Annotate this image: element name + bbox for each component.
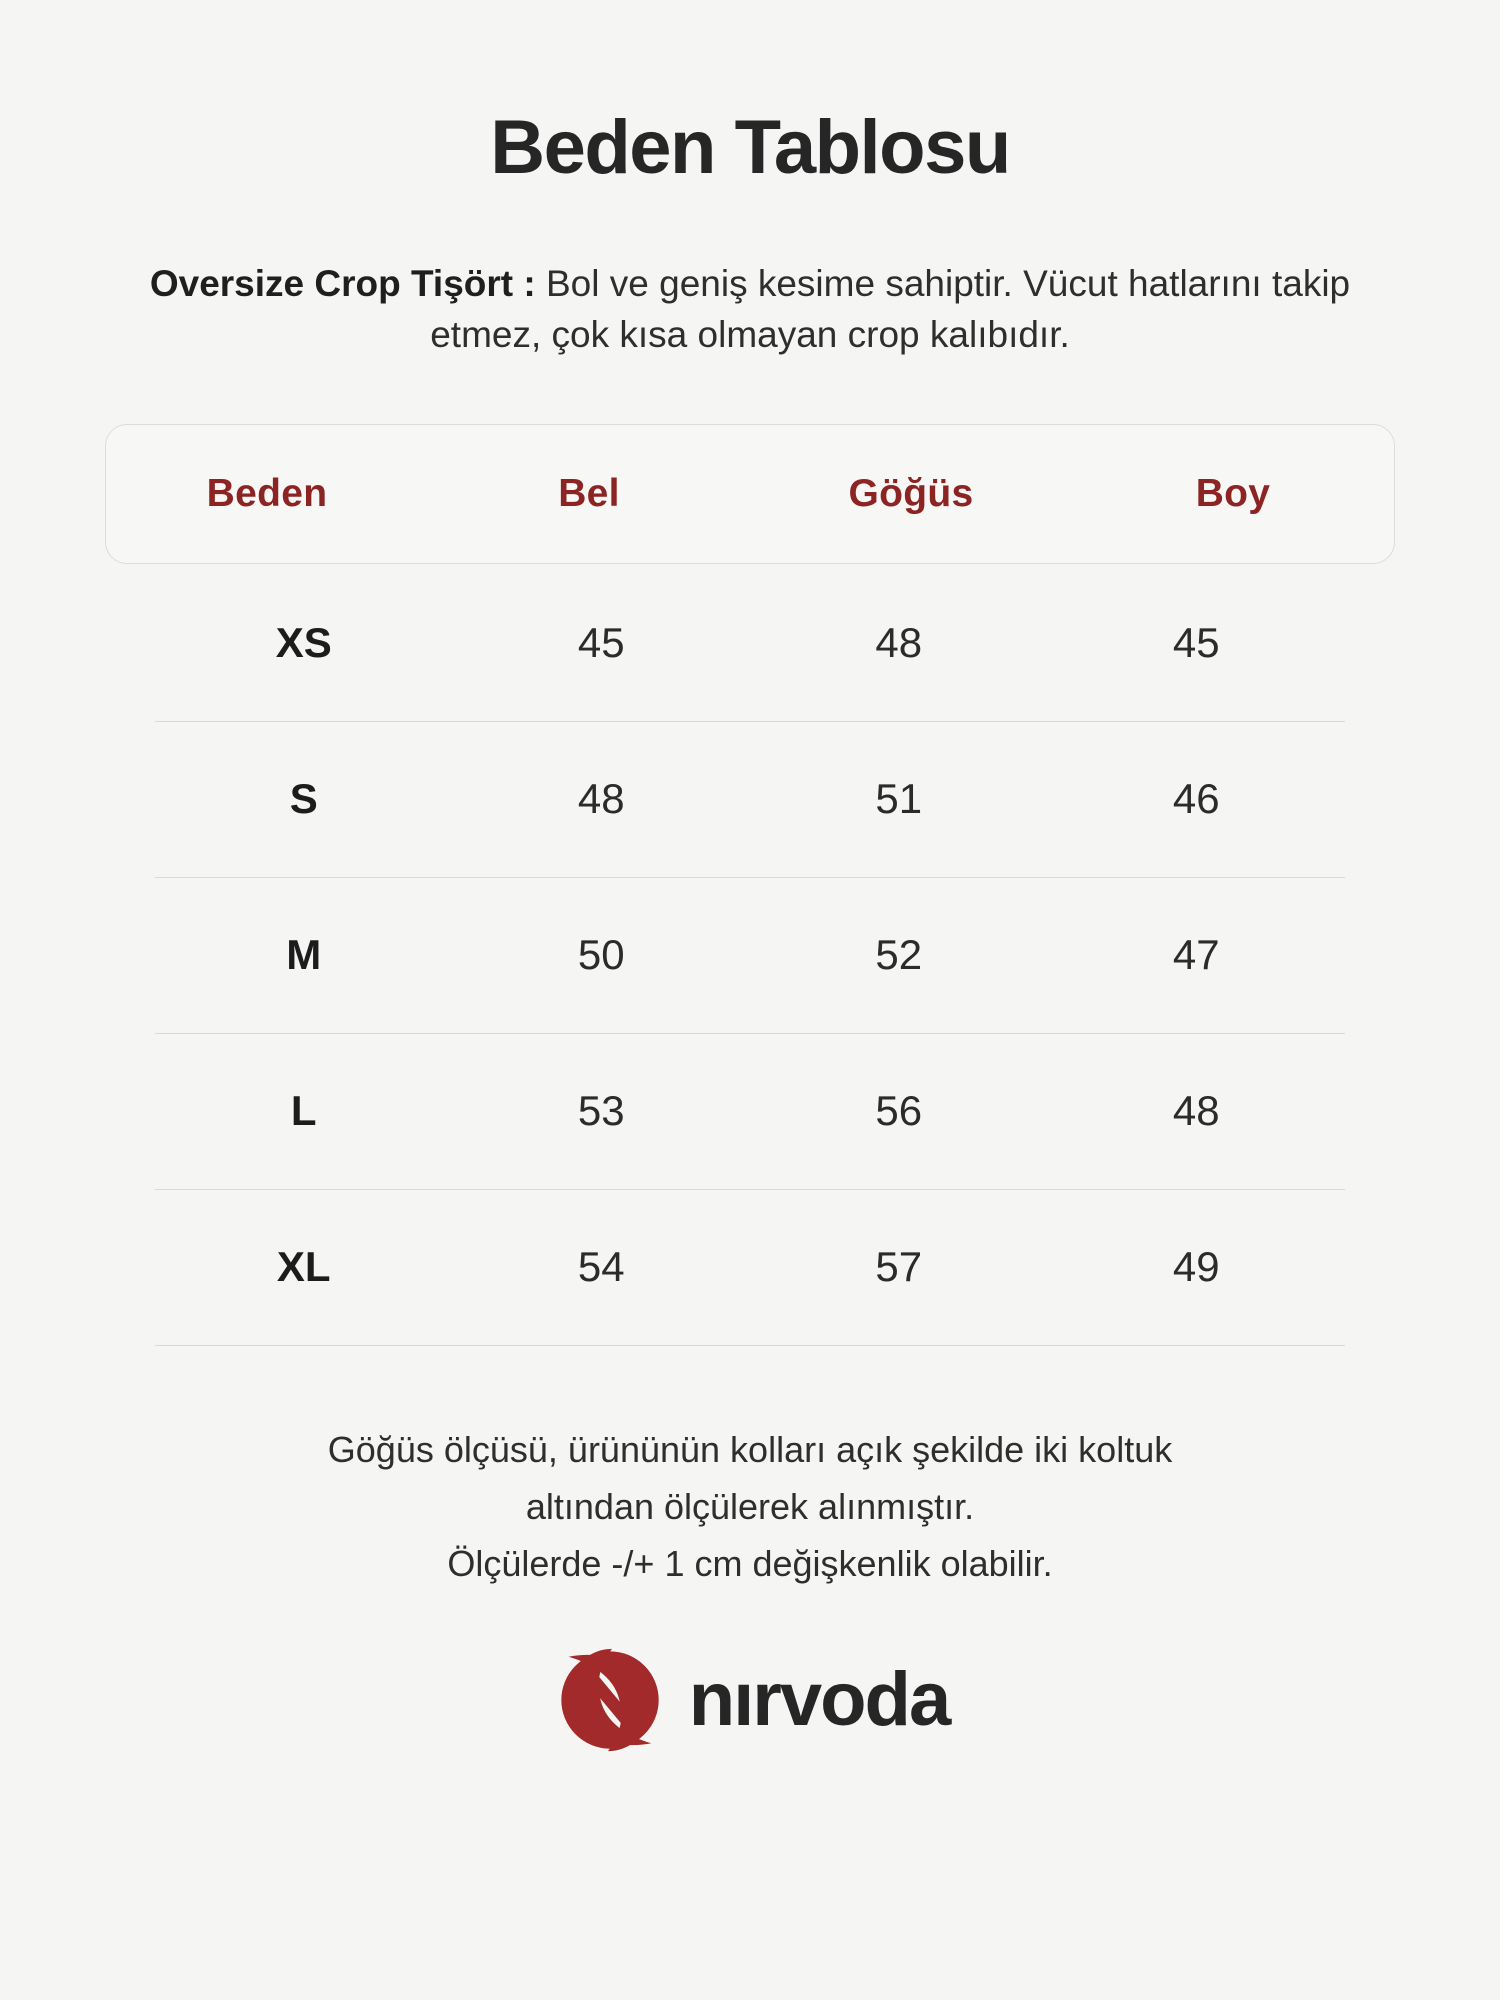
cell-gogus: 51 — [875, 775, 923, 823]
cell-bel: 45 — [577, 619, 625, 667]
table-row: XL 54 57 49 — [155, 1190, 1345, 1346]
cell-bel: 53 — [577, 1087, 625, 1135]
cell-beden: S — [289, 775, 318, 823]
table-row: XS 45 48 45 — [155, 566, 1345, 722]
nirvoda-leaf-n-logo-icon — [561, 1649, 659, 1752]
cell-boy: 48 — [1172, 1087, 1220, 1135]
table-row: S 48 51 46 — [155, 722, 1345, 878]
size-table: Beden Bel Göğüs Boy XS 45 48 45 S 48 51 … — [105, 423, 1395, 1346]
page-title: Beden Tablosu — [490, 105, 1011, 190]
cell-bel: 54 — [577, 1243, 625, 1291]
cell-bel: 50 — [577, 931, 625, 979]
brand-logo: nırvoda — [551, 1641, 951, 1759]
table-row: M 50 52 47 — [155, 878, 1345, 1034]
brand-name: nırvoda — [688, 1657, 951, 1743]
cell-gogus: 56 — [875, 1087, 923, 1135]
note-line-3: Ölçülerde -/+ 1 cm değişkenlik olabilir. — [447, 1543, 1053, 1585]
cell-bel: 48 — [577, 775, 625, 823]
cell-beden: XS — [275, 619, 332, 667]
note-line-1: Göğüs ölçüsü, ürününün kolları açık şeki… — [327, 1428, 1173, 1470]
note-line-2: altından ölçülerek alınmıştır. — [525, 1486, 975, 1527]
column-header-gogus: Göğüs — [848, 471, 974, 515]
product-description: Oversize Crop Tişört : Bol ve geniş kesi… — [115, 258, 1385, 360]
cell-boy: 45 — [1172, 619, 1220, 667]
cell-beden: L — [290, 1087, 317, 1135]
column-header-beden: Beden — [206, 471, 328, 515]
column-header-bel: Bel — [558, 471, 620, 515]
size-table-body: XS 45 48 45 S 48 51 46 M 50 52 47 L 53 5… — [105, 566, 1395, 1346]
cell-gogus: 52 — [875, 931, 923, 979]
cell-boy: 46 — [1172, 775, 1220, 823]
product-description-body: Bol ve geniş kesime sahiptir. Vücut hatl… — [430, 262, 1351, 355]
measurement-notes: Göğüs ölçüsü, ürününün kolları açık şeki… — [150, 1424, 1350, 1595]
cell-beden: XL — [276, 1243, 331, 1291]
size-table-header-row: Beden Bel Göğüs Boy — [105, 423, 1395, 564]
table-row: L 53 56 48 — [155, 1034, 1345, 1190]
cell-gogus: 57 — [875, 1243, 923, 1291]
cell-gogus: 48 — [875, 619, 923, 667]
cell-beden: M — [286, 931, 322, 979]
cell-boy: 49 — [1172, 1243, 1220, 1291]
cell-boy: 47 — [1172, 931, 1220, 979]
product-description-lead: Oversize Crop Tişört : — [149, 262, 536, 304]
column-header-boy: Boy — [1195, 471, 1271, 515]
